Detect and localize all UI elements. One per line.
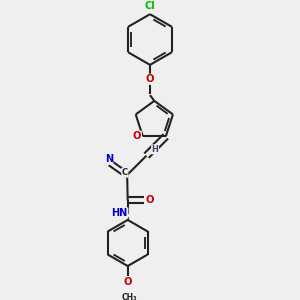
Text: CH₃: CH₃ [122,293,137,300]
Text: O: O [124,277,132,286]
Text: N: N [105,154,113,164]
Text: Cl: Cl [145,1,155,11]
Text: O: O [133,131,141,141]
Text: H: H [152,145,159,154]
Text: C: C [122,168,128,177]
Text: O: O [146,74,154,84]
Text: HN: HN [112,208,128,218]
Text: O: O [145,195,154,206]
